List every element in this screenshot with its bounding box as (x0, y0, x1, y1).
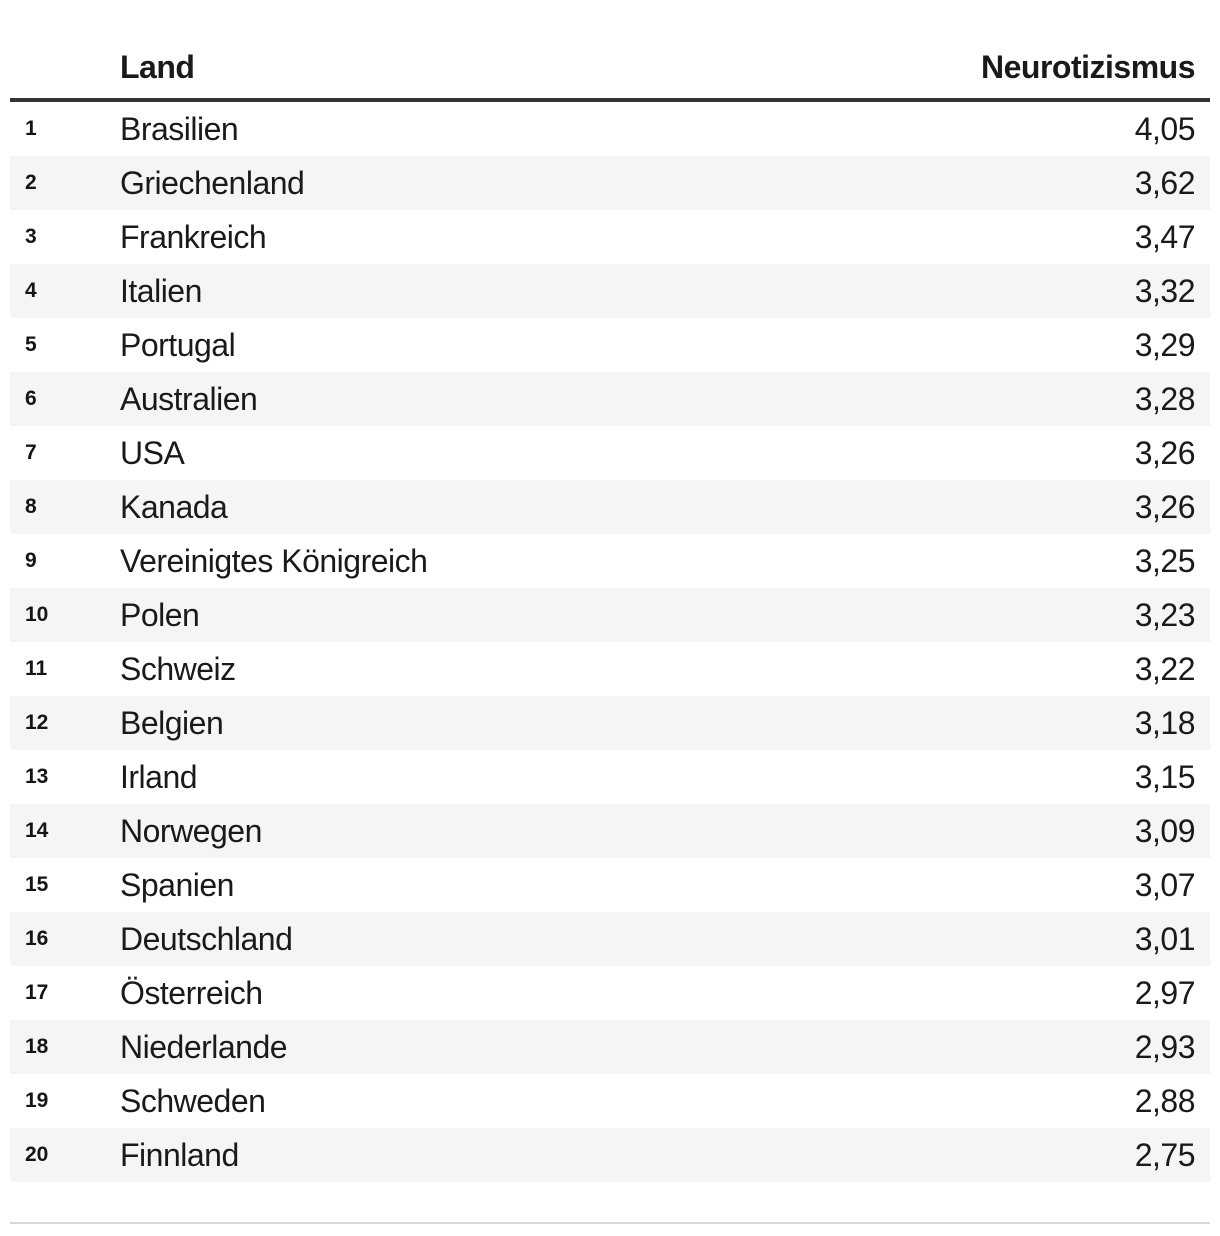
row-country: Niederlande (120, 1028, 288, 1065)
table-row: 11 Schweiz 3,22 (10, 642, 1210, 696)
ranking-table: Land Neurotizismus 1 Brasilien 4,05 2 Griech… (10, 0, 1210, 1183)
row-value: 2,93 (1134, 1028, 1196, 1065)
column-header-land: Land (120, 49, 195, 85)
column-header-neurotizismus: Neurotizismus (981, 49, 1195, 85)
table-row: 20 Finnland 2,75 (10, 1128, 1210, 1183)
row-value: 2,88 (1134, 1082, 1196, 1119)
table-row: 10 Polen 3,23 (10, 588, 1210, 643)
row-value: 3,15 (1134, 758, 1196, 795)
table-row: 8 Kanada 3,26 (10, 480, 1210, 535)
row-rank: 9 (25, 549, 37, 573)
table-row: 19 Schweden 2,88 (10, 1074, 1210, 1128)
row-value: 3,01 (1134, 920, 1196, 957)
table-row: 16 Deutschland 3,01 (10, 912, 1210, 967)
row-value: 2,97 (1134, 974, 1196, 1011)
row-rank: 6 (25, 387, 37, 411)
table-row: 17 Österreich 2,97 (10, 966, 1210, 1020)
row-rank: 16 (25, 927, 49, 951)
row-value: 2,75 (1134, 1136, 1196, 1173)
row-country: Spanien (120, 866, 234, 903)
table-row: 9 Vereinigtes Königreich 3,25 (10, 534, 1210, 588)
row-rank: 2 (25, 171, 37, 195)
row-country: Frankreich (120, 218, 267, 255)
row-country: Deutschland (120, 920, 293, 957)
row-value: 3,07 (1134, 866, 1196, 903)
table-row: 1 Brasilien 4,05 (10, 102, 1210, 156)
row-country: Norwegen (120, 812, 262, 849)
table-row: 5 Portugal 3,29 (10, 318, 1210, 372)
row-country: Griechenland (120, 164, 305, 201)
row-country: Vereinigtes Königreich (120, 542, 428, 579)
row-rank: 10 (25, 603, 49, 627)
row-rank: 1 (25, 117, 37, 141)
table-row: 6 Australien 3,28 (10, 372, 1210, 427)
row-value: 3,47 (1134, 218, 1196, 255)
table-row: 14 Norwegen 3,09 (10, 804, 1210, 859)
row-rank: 19 (25, 1089, 49, 1113)
row-rank: 14 (25, 819, 49, 843)
row-value: 3,22 (1134, 650, 1196, 687)
row-rank: 11 (25, 657, 48, 681)
table-row: 15 Spanien 3,07 (10, 858, 1210, 912)
row-rank: 17 (25, 981, 49, 1005)
row-rank: 15 (25, 873, 49, 897)
row-rank: 8 (25, 495, 37, 519)
row-country: Brasilien (120, 110, 239, 147)
row-country: Irland (120, 758, 198, 795)
bottom-divider (10, 1222, 1210, 1225)
table-body: 1 Brasilien 4,05 2 Griechenland 3,62 3 Frankrei… (10, 102, 1210, 1183)
row-rank: 7 (25, 441, 37, 465)
row-country: Belgien (120, 704, 224, 741)
row-rank: 3 (25, 225, 37, 249)
row-value: 4,05 (1134, 110, 1196, 147)
row-country: Finnland (120, 1136, 239, 1173)
table-row: 18 Niederlande 2,93 (10, 1020, 1210, 1075)
row-country: Australien (120, 380, 258, 417)
table-row: 4 Italien 3,32 (10, 264, 1210, 319)
row-country: Schweden (120, 1082, 266, 1119)
row-value: 3,18 (1134, 704, 1196, 741)
table-header: Land Neurotizismus (10, 0, 1210, 103)
row-country: Portugal (120, 326, 236, 363)
row-value: 3,26 (1134, 434, 1196, 471)
row-value: 3,62 (1134, 164, 1196, 201)
table-row: 3 Frankreich 3,47 (10, 210, 1210, 264)
row-value: 3,09 (1134, 812, 1196, 849)
row-rank: 13 (25, 765, 49, 789)
row-value: 3,23 (1134, 596, 1196, 633)
row-rank: 5 (25, 333, 37, 357)
row-rank: 4 (25, 279, 37, 303)
row-country: USA (120, 434, 185, 471)
table-row: 12 Belgien 3,18 (10, 696, 1210, 751)
row-country: Italien (120, 272, 202, 309)
row-country: Polen (120, 596, 200, 633)
row-value: 3,32 (1134, 272, 1196, 309)
row-value: 3,28 (1134, 380, 1196, 417)
row-rank: 12 (25, 711, 49, 735)
row-rank: 18 (25, 1035, 49, 1059)
table-row: 7 USA 3,26 (10, 426, 1210, 480)
table-row: 13 Irland 3,15 (10, 750, 1210, 804)
row-country: Schweiz (120, 650, 236, 687)
row-value: 3,25 (1134, 542, 1196, 579)
row-country: Kanada (120, 488, 228, 525)
table-row: 2 Griechenland 3,62 (10, 156, 1210, 211)
row-value: 3,26 (1134, 488, 1196, 525)
row-value: 3,29 (1134, 326, 1196, 363)
row-rank: 20 (25, 1143, 49, 1167)
row-country: Österreich (120, 974, 263, 1011)
